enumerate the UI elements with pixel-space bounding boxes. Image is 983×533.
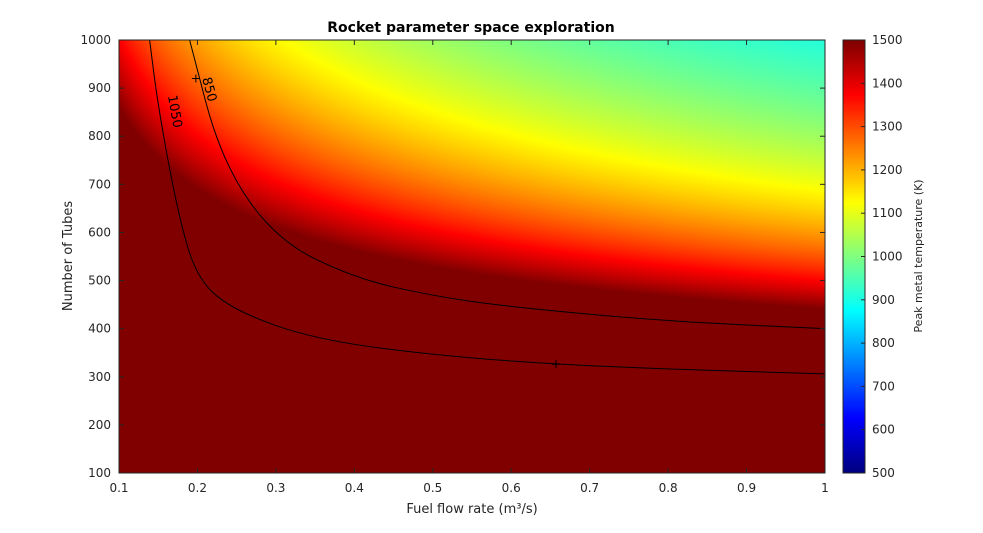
y-tick-label: 100 [88, 466, 111, 480]
chart-title: Rocket parameter space exploration [327, 20, 614, 36]
colorbar-tick-label: 1200 [872, 163, 903, 177]
contour-layer: 1050 850 [149, 39, 826, 375]
y-tick-label: 300 [88, 370, 111, 384]
colorbar-gradient [843, 40, 865, 473]
colorbar-tick-label: 1100 [872, 206, 903, 220]
colorbar-tick-label: 1400 [872, 76, 903, 90]
x-tick-label: 0.7 [580, 481, 599, 495]
x-tick-label: 1 [821, 481, 829, 495]
x-tick-label: 0.2 [188, 481, 207, 495]
colorbar-tick-label: 500 [872, 466, 895, 480]
contour-marker [191, 74, 200, 83]
x-tick-label: 0.8 [659, 481, 678, 495]
contour-line-850 [189, 39, 826, 330]
colorbar-ticks: 500 600 700 800 900 1000 1100 1200 1300 1400 1500 [861, 33, 903, 480]
x-axis-ticks: 0.1 0.2 0.3 0.4 0.5 0.6 0.7 0.8 0.9 1 [109, 40, 829, 495]
plot-frame [118, 39, 826, 474]
y-axis-label: Number of Tubes [61, 201, 76, 311]
plot-area: 1050 850 [118, 39, 826, 474]
colorbar-tick-label: 600 [872, 423, 895, 437]
heatmap [119, 40, 825, 473]
x-tick-label: 0.1 [109, 481, 128, 495]
contour-marker [551, 360, 560, 369]
x-tick-label: 0.9 [737, 481, 756, 495]
x-tick-label: 0.4 [345, 481, 364, 495]
y-tick-label: 900 [88, 81, 111, 95]
y-tick-label: 400 [88, 322, 111, 336]
x-tick-label: 0.3 [266, 481, 285, 495]
contour-label-1050: 1050 [164, 94, 185, 129]
contour-label-850: 850 [198, 76, 219, 104]
colorbar-tick-label: 700 [872, 379, 895, 393]
contour-line-1050 [149, 39, 826, 375]
colorbar-tick-label: 900 [872, 293, 895, 307]
y-axis-ticks: 100 200 300 400 500 600 700 800 900 1000 [80, 33, 825, 480]
x-tick-label: 0.6 [502, 481, 521, 495]
colorbar-tick-label: 800 [872, 336, 895, 350]
y-tick-label: 200 [88, 418, 111, 432]
colorbar-tick-label: 1000 [872, 250, 903, 264]
x-tick-label: 0.5 [423, 481, 442, 495]
colorbar-tick-label: 1300 [872, 120, 903, 134]
colorbar-label: Peak metal temperature (K) [912, 179, 925, 332]
colorbar: 500600700800900100011001200130014001500 … [842, 33, 925, 480]
y-tick-label: 500 [88, 274, 111, 288]
colorbar-tick-label: 1500 [872, 33, 903, 47]
y-tick-label: 700 [88, 177, 111, 191]
y-tick-label: 1000 [80, 33, 111, 47]
y-tick-label: 800 [88, 129, 111, 143]
y-tick-label: 600 [88, 225, 111, 239]
x-axis-label: Fuel flow rate (m³/s) [406, 502, 537, 517]
